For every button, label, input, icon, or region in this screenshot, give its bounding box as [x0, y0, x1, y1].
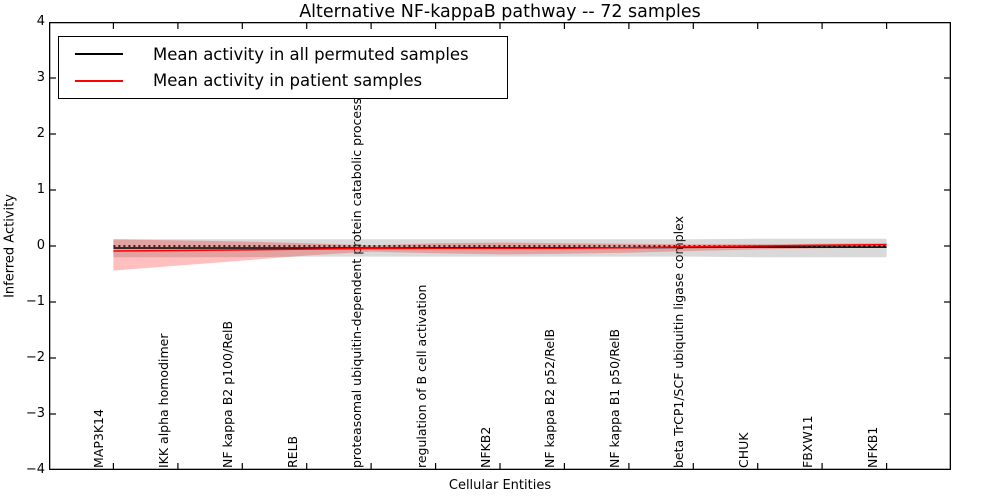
plot-canvas [49, 22, 951, 470]
legend-line-sample [75, 53, 123, 56]
y-tick-label: −4 [25, 462, 45, 477]
chart-title: Alternative NF-kappaB pathway -- 72 samp… [299, 2, 701, 22]
y-tick-label: 1 [36, 182, 45, 197]
legend-entry-label: Mean activity in all permuted samples [153, 44, 469, 64]
y-tick-label: 2 [36, 126, 45, 141]
y-tick-label: −3 [25, 406, 45, 421]
y-tick-label: 0 [36, 238, 45, 253]
y-tick-label: −1 [25, 294, 45, 309]
legend-line-sample [75, 79, 123, 82]
x-axis-label: Cellular Entities [448, 478, 552, 493]
legend-entry-label: Mean activity in patient samples [153, 71, 423, 91]
y-tick-label: −2 [25, 350, 45, 365]
legend-entry: Mean activity in all permuted samples [59, 45, 507, 64]
legend-entry: Mean activity in patient samples [59, 71, 507, 90]
y-tick-label: 4 [36, 14, 45, 29]
y-tick-label: 3 [36, 70, 45, 85]
legend: Mean activity in all permuted samples Me… [58, 36, 508, 99]
